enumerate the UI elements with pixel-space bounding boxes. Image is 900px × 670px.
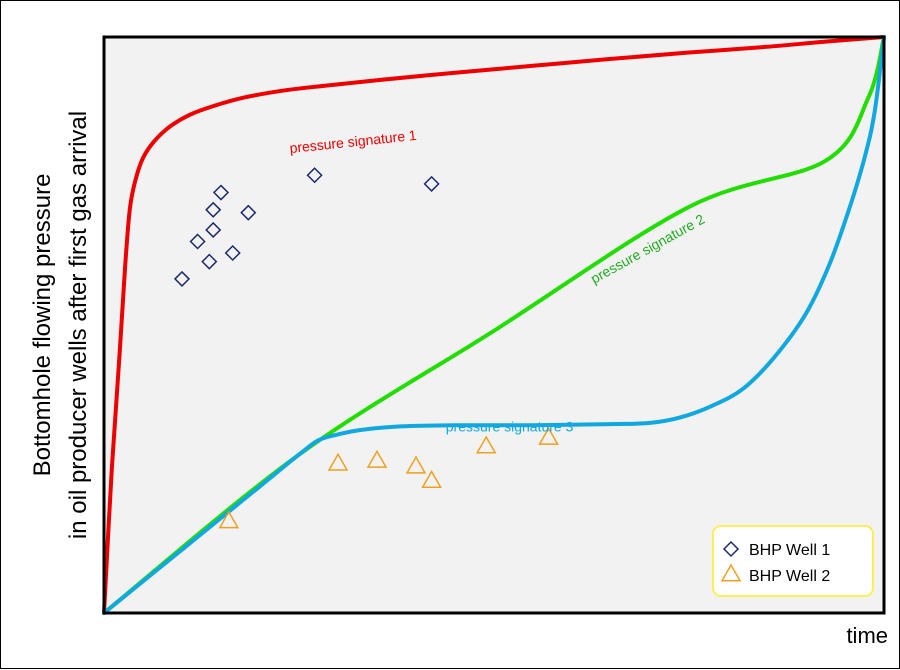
- scatter-point-well1-7: [224, 244, 241, 262]
- legend-entries: BHP Well 1 BHP Well 2: [720, 540, 830, 585]
- legend-label-2: BHP Well 2: [749, 568, 830, 585]
- scatter-point-well2-2: [327, 452, 349, 471]
- legend-label-1: BHP Well 1: [749, 542, 830, 559]
- plot-background: [104, 37, 884, 613]
- series-layer: [102, 35, 886, 615]
- scatter-point-well1-9: [306, 167, 323, 184]
- legend-box: [712, 525, 874, 597]
- scatter-point-well1-2: [189, 233, 206, 250]
- scatter-point-well1-5: [205, 201, 222, 218]
- series-line-3: [102, 35, 886, 615]
- scatter-point-well1-1: [173, 270, 191, 287]
- scatter-point-well1-8: [240, 204, 257, 221]
- plot-border: [102, 35, 886, 615]
- scatter-point-well2-5: [421, 470, 442, 489]
- scatter-point-well2-1: [218, 510, 240, 529]
- plot-area: [104, 37, 884, 613]
- scatter-point-well2-3: [366, 449, 388, 468]
- series-label-3: pressure signature 3: [446, 419, 574, 435]
- scatter-point-well1-4: [205, 221, 222, 239]
- legend: BHP Well 1 BHP Well 2: [712, 525, 874, 597]
- scatter-point-well2-7: [538, 426, 559, 445]
- y-axis-label-line-2: in oil producer wells after first gas ar…: [65, 111, 92, 539]
- scatter-point-well1-3: [201, 253, 218, 270]
- y-axis-label-line-1: Bottomhole flowing pressure: [29, 174, 56, 477]
- scatter-layer: [173, 167, 559, 529]
- x-axis-label: time: [846, 623, 888, 648]
- scatter-point-well1-6: [212, 184, 230, 201]
- scatter-point-well2-4: [405, 455, 427, 474]
- series-line-1: [102, 35, 886, 615]
- scatter-point-well1-10: [423, 175, 440, 192]
- legend-marker-2: [720, 563, 742, 582]
- legend-marker-1: [722, 540, 740, 558]
- scatter-point-well2-6: [475, 435, 497, 454]
